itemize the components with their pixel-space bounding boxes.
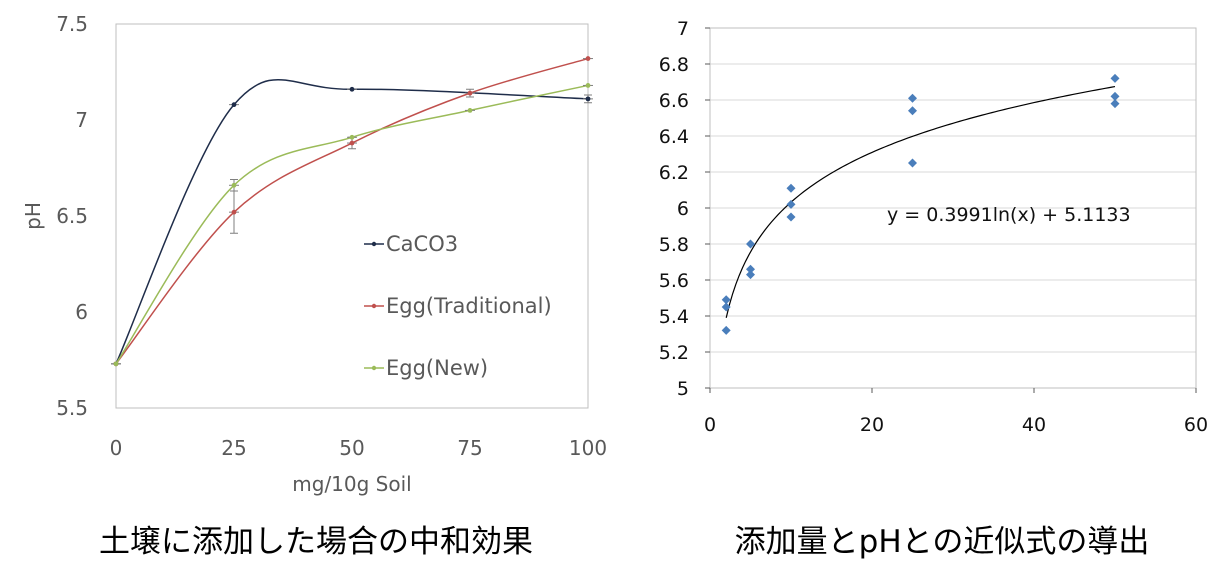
scatter-point bbox=[786, 212, 796, 222]
y-axis-ticks-left: 5.5 6 6.5 7 7.5 bbox=[56, 12, 88, 420]
legend-left: CaCO3 Egg(Traditional) Egg(New) bbox=[364, 232, 552, 380]
data-point-caco3 bbox=[585, 96, 591, 102]
y-tick-right-6-4: 6.4 bbox=[659, 126, 689, 148]
y-tick-right-5-4: 5.4 bbox=[659, 306, 689, 328]
x-tick-left-75: 75 bbox=[457, 436, 482, 460]
data-point-egg-new bbox=[113, 361, 119, 367]
trendline bbox=[725, 85, 1116, 318]
x-axis-ticks-left: 0 25 50 75 100 bbox=[110, 436, 607, 460]
y-tick-right-5-2: 5.2 bbox=[659, 342, 689, 364]
scatter-point bbox=[786, 199, 796, 209]
y-tick-left-6: 6 bbox=[75, 300, 88, 324]
x-tick-left-50: 50 bbox=[339, 436, 364, 460]
data-point-egg-traditional bbox=[585, 56, 591, 61]
y-axis-title-left: pH bbox=[21, 202, 45, 230]
legend-label-egg-traditional: Egg(Traditional) bbox=[386, 294, 552, 318]
scatter-point bbox=[721, 325, 731, 335]
y-tick-right-5: 5 bbox=[677, 378, 689, 400]
scatter-point bbox=[746, 270, 755, 280]
y-axis-ticks-right: 5 5.2 5.4 5.6 5.8 6 6.2 6.4 6.6 6.8 7 bbox=[659, 18, 710, 400]
caption-left: 土壌に添加した場合の中和効果 bbox=[99, 524, 533, 560]
series-line-caco3 bbox=[115, 79, 589, 365]
y-tick-right-5-8: 5.8 bbox=[659, 234, 689, 256]
x-tick-right-0: 0 bbox=[704, 414, 716, 436]
y-tick-left-6-5: 6.5 bbox=[56, 204, 88, 228]
trendline-equation: y = 0.3991ln(x) + 5.1133 bbox=[887, 204, 1131, 226]
y-tick-right-7: 7 bbox=[677, 18, 689, 40]
x-axis-title-left: mg/10g Soil bbox=[292, 472, 411, 496]
scatter-point bbox=[908, 158, 917, 168]
y-tick-left-5-5: 5.5 bbox=[56, 396, 88, 420]
y-tick-left-7-5: 7.5 bbox=[56, 12, 88, 36]
scatter-point bbox=[1110, 73, 1120, 83]
x-axis-ticks-right: 0 20 40 60 bbox=[704, 388, 1208, 436]
data-point-egg-new bbox=[349, 134, 355, 140]
x-tick-left-0: 0 bbox=[110, 436, 123, 460]
data-point-egg-traditional bbox=[231, 209, 237, 215]
legend-item-egg-new: Egg(New) bbox=[364, 356, 488, 380]
scatter-point bbox=[721, 302, 731, 312]
caption-right: 添加量とpHとの近似式の導出 bbox=[735, 524, 1150, 560]
series-layer-left bbox=[111, 56, 593, 367]
chart-right: 5 5.2 5.4 5.6 5.8 6 6.2 6.4 6.6 6.8 7 0 20 40 60 y = … bbox=[659, 18, 1208, 560]
legend-item-caco3: CaCO3 bbox=[364, 232, 458, 256]
y-tick-right-5-6: 5.6 bbox=[659, 270, 689, 292]
plot-area-left bbox=[115, 23, 589, 409]
x-tick-left-25: 25 bbox=[221, 436, 246, 460]
scatter-point bbox=[908, 93, 917, 103]
y-tick-right-6: 6 bbox=[677, 198, 689, 220]
y-tick-right-6-6: 6.6 bbox=[659, 90, 689, 112]
series-line-egg-new bbox=[115, 84, 589, 365]
data-point-egg-traditional bbox=[349, 140, 355, 146]
scatter-point bbox=[746, 239, 755, 249]
x-tick-right-20: 20 bbox=[860, 414, 884, 436]
chart-left: 5.5 6 6.5 7 7.5 0 25 50 75 100 pH mg/10g Soil Ca… bbox=[21, 12, 607, 560]
scatter-point bbox=[746, 264, 755, 274]
data-point-egg-new bbox=[585, 83, 591, 88]
data-point-egg-new bbox=[467, 108, 473, 113]
legend-item-egg-traditional: Egg(Traditional) bbox=[364, 294, 552, 318]
x-tick-right-40: 40 bbox=[1022, 414, 1046, 436]
scatter-point bbox=[908, 106, 917, 116]
data-point-caco3 bbox=[349, 86, 355, 92]
y-tick-right-6-2: 6.2 bbox=[659, 162, 689, 184]
y-tick-left-7: 7 bbox=[75, 108, 88, 132]
data-point-egg-traditional bbox=[467, 90, 473, 96]
scatter-points bbox=[721, 73, 1120, 335]
legend-label-caco3: CaCO3 bbox=[386, 232, 458, 256]
data-point-caco3 bbox=[231, 102, 237, 108]
x-tick-left-100: 100 bbox=[569, 436, 607, 460]
scatter-point bbox=[721, 295, 731, 305]
data-point-egg-new bbox=[231, 182, 237, 188]
scatter-point bbox=[1110, 91, 1120, 101]
y-tick-right-6-8: 6.8 bbox=[659, 54, 689, 76]
x-tick-right-60: 60 bbox=[1184, 414, 1208, 436]
scatter-point bbox=[1110, 99, 1120, 109]
scatter-point bbox=[786, 183, 796, 193]
legend-label-egg-new: Egg(New) bbox=[386, 356, 488, 380]
